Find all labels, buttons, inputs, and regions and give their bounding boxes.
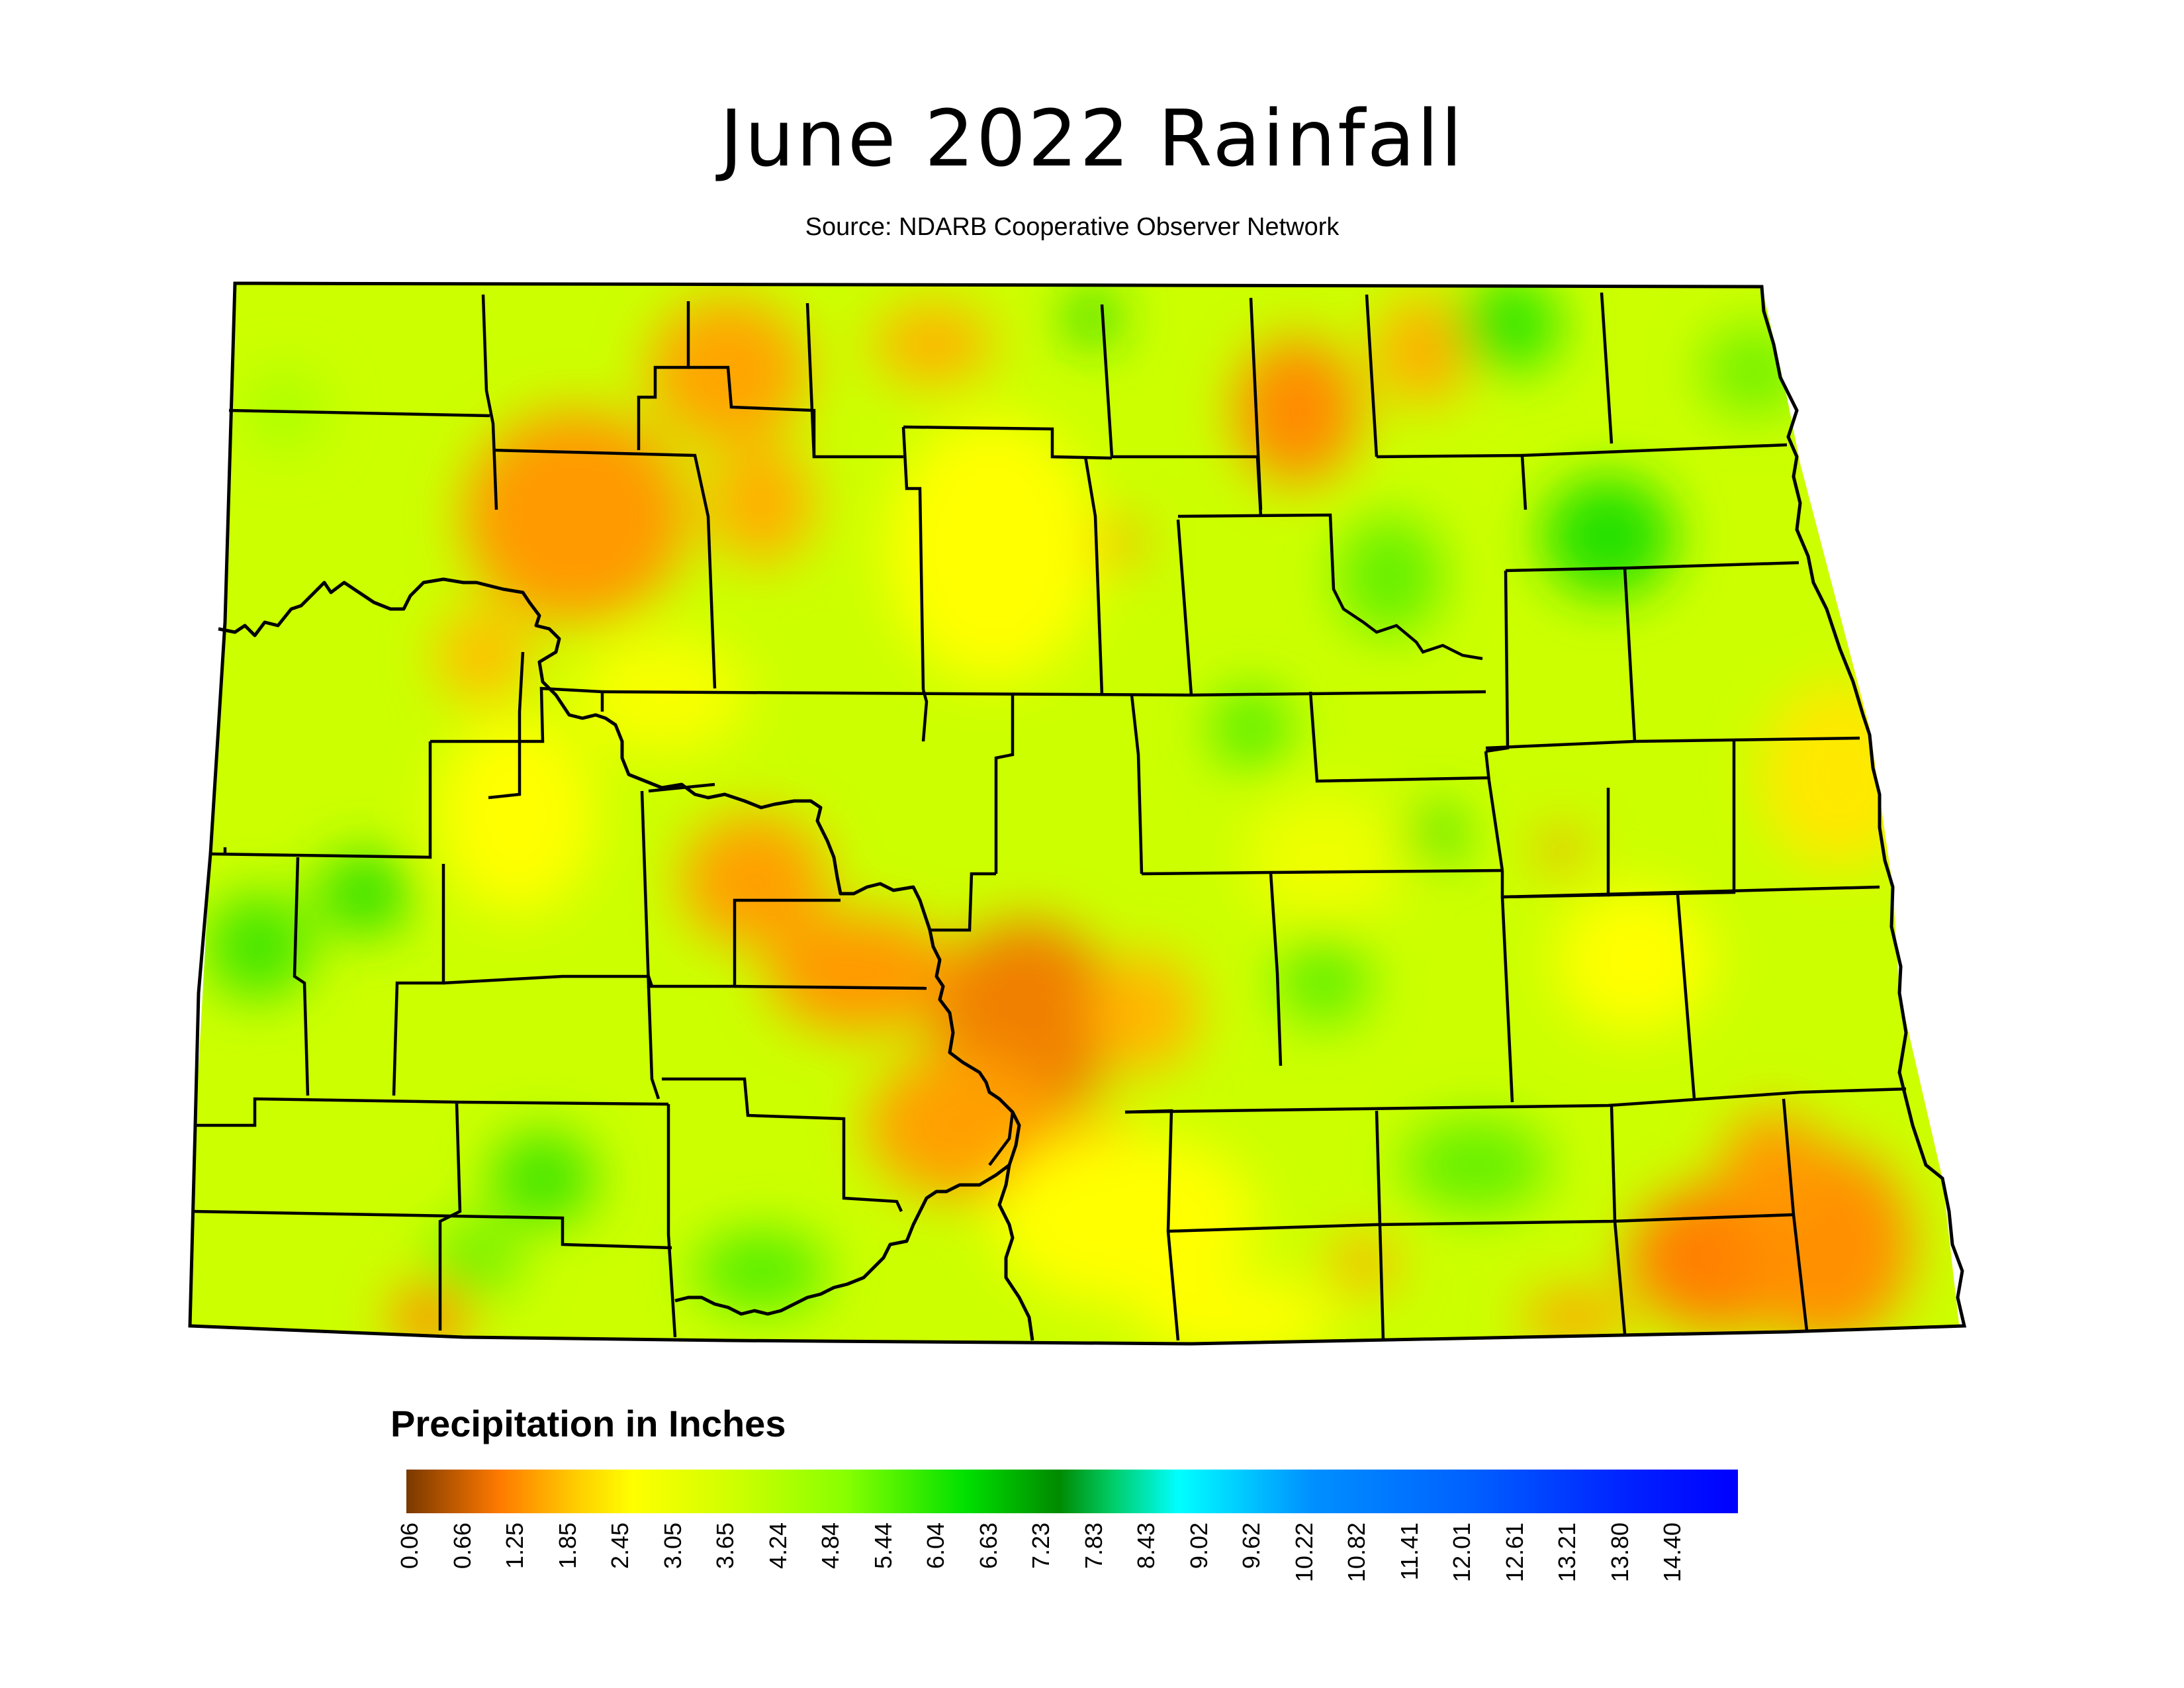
legend-tick-label: 5.44 [869,1523,897,1570]
legend-tick-label: 1.85 [553,1523,581,1570]
rivers [218,577,1034,1341]
legend-tick-label: 10.82 [1343,1523,1370,1583]
precipitation-field [190,283,1964,1344]
state-outline [188,281,1967,1346]
legend-tick-label: 4.84 [817,1523,844,1570]
legend-tick-label: 9.62 [1238,1523,1265,1570]
legend-title: Precipitation in Inches [390,1403,786,1444]
legend-tick-label: 4.24 [764,1523,792,1570]
map-subtitle: Source: NDARB Cooperative Observer Netwo… [805,213,1340,241]
legend-tick-label: 3.05 [659,1523,686,1570]
legend-tick-label: 12.61 [1500,1523,1528,1583]
legend-tick-label: 14.40 [1659,1523,1686,1583]
legend-tick-label: 6.63 [974,1523,1002,1570]
legend-tick-label: 2.45 [606,1523,633,1570]
legend-tick-label: 12.01 [1448,1523,1475,1583]
legend-tick-label: 0.06 [396,1523,423,1570]
legend-tick-label: 7.23 [1027,1523,1054,1570]
map-title: June 2022 Rainfall [719,93,1465,184]
legend-tick-label: 6.04 [922,1523,949,1570]
legend-tick-label: 1.25 [501,1523,528,1570]
legend-tick-label: 0.66 [448,1523,476,1570]
legend-tick-label: 8.43 [1132,1523,1160,1570]
legend-tick-label: 10.22 [1290,1523,1318,1583]
legend-tick-label: 13.21 [1553,1523,1580,1583]
county-boundaries [191,292,1907,1341]
legend-tick-label: 3.65 [711,1523,739,1570]
legend-tick-label: 7.83 [1079,1523,1107,1570]
legend-tick-label: 9.02 [1185,1523,1212,1570]
legend-tick-label: 11.41 [1395,1523,1423,1581]
legend-colorbar [406,1470,1738,1513]
legend-tick-label: 13.80 [1606,1523,1633,1583]
